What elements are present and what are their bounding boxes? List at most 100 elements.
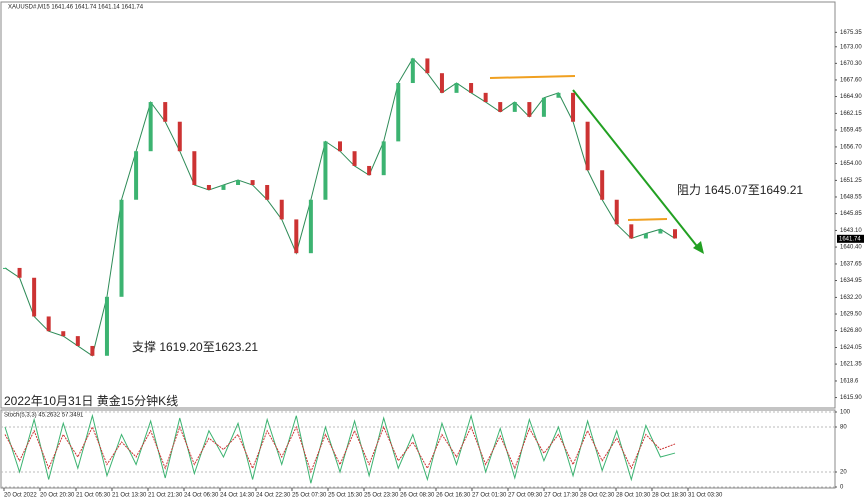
candle xyxy=(177,121,182,152)
annotation: 支撑 1619.20至1623.21 xyxy=(132,339,258,354)
candle xyxy=(381,141,386,176)
main-frame xyxy=(0,1,836,409)
candle xyxy=(439,73,444,93)
candle xyxy=(629,224,634,239)
y-tick-label: 1643.10 xyxy=(840,228,862,234)
candle xyxy=(483,92,488,103)
candle xyxy=(104,296,109,356)
candle xyxy=(221,184,226,190)
y-tick-label: 1621.35 xyxy=(840,362,862,368)
candle xyxy=(367,165,372,176)
y-tick-label: 1673.00 xyxy=(840,44,862,50)
candle xyxy=(61,331,66,337)
x-tick-label: 27 Oct 01:30 xyxy=(472,493,507,499)
candle xyxy=(265,184,270,200)
candle xyxy=(134,151,139,200)
candle xyxy=(410,58,415,84)
x-tick-label: 27 Oct 17:30 xyxy=(544,493,579,499)
candle xyxy=(352,151,357,166)
y-tick-label: 1645.85 xyxy=(840,211,862,217)
candle xyxy=(527,102,532,117)
y-tick-label: 1624.05 xyxy=(840,345,862,351)
y-tick-label: 1648.55 xyxy=(840,195,862,201)
candle xyxy=(673,229,677,239)
candle xyxy=(643,233,648,239)
y-tick-label: 1654.00 xyxy=(840,161,862,167)
x-tick-label: 26 Oct 16:30 xyxy=(436,493,471,499)
x-tick-label: 28 Oct 02:30 xyxy=(580,493,615,499)
x-tick-label: 27 Oct 09:30 xyxy=(508,493,543,499)
candle xyxy=(279,199,284,220)
y-tick-label: 1632.20 xyxy=(840,295,862,301)
candle xyxy=(469,83,474,93)
y-tick-label: 1634.95 xyxy=(840,278,862,284)
resistance-line xyxy=(489,75,576,79)
y-tick-label: 1615.90 xyxy=(840,395,862,401)
candle xyxy=(17,267,22,278)
y-tick-label: 1664.90 xyxy=(840,94,862,100)
candle xyxy=(614,199,619,225)
candle xyxy=(338,141,342,152)
y-tick-label: 1667.60 xyxy=(840,78,862,84)
x-tick-label: 20 Oct 2022 xyxy=(4,493,37,499)
candle xyxy=(323,141,328,200)
x-tick-label: 31 Oct 03:30 xyxy=(688,493,723,499)
candle xyxy=(3,267,7,269)
candle xyxy=(32,277,37,317)
price-tag xyxy=(837,234,864,243)
y-tick-label: 1659.45 xyxy=(840,128,862,134)
y-tick-label: 80 xyxy=(840,425,847,431)
candle xyxy=(308,199,313,254)
candle xyxy=(250,180,255,185)
x-tick-label: 21 Oct 05:30 xyxy=(76,493,111,499)
x-tick-label: 25 Oct 23:30 xyxy=(364,493,399,499)
candle xyxy=(75,336,80,346)
x-tick-label: 24 Oct 22:30 xyxy=(256,493,291,499)
y-tick-label: 1640.40 xyxy=(840,245,862,251)
candle xyxy=(512,102,517,112)
candle xyxy=(600,170,605,200)
x-tick-label: 21 Oct 21:30 xyxy=(148,493,183,499)
y-tick-label: 1618.6 xyxy=(840,379,859,385)
series-line xyxy=(4,425,676,474)
candle xyxy=(148,102,153,152)
series-line xyxy=(4,413,676,484)
y-tick-label: 20 xyxy=(840,470,847,476)
candle xyxy=(454,83,459,93)
chart-title: XAUUSD#,M15 1641.46 1641.74 1641.14 1641… xyxy=(8,5,144,11)
price-tag-label: 1641.74 xyxy=(839,236,861,242)
annotation: 2022年10月31日 黄金15分钟K线 xyxy=(4,393,178,408)
x-tick-label: 24 Oct 14:30 xyxy=(220,493,255,499)
x-tick-label: 26 Oct 08:30 xyxy=(400,493,435,499)
x-tick-label: 25 Oct 15:30 xyxy=(328,493,363,499)
annotation: 阻力 1645.07至1649.21 xyxy=(677,183,803,197)
candle xyxy=(294,219,299,254)
candle xyxy=(425,58,430,74)
candle xyxy=(46,316,51,332)
candle xyxy=(541,97,546,117)
resistance-line xyxy=(627,218,668,221)
x-tick-label: 28 Oct 18:30 xyxy=(652,493,687,499)
arrow-head xyxy=(693,241,704,254)
y-tick-label: 1656.70 xyxy=(840,144,862,150)
y-tick-label: 1662.15 xyxy=(840,111,862,117)
candle xyxy=(658,229,663,234)
candle xyxy=(206,184,211,190)
stoch-title: Stoch(5,3,3) 45.2632 57.3491 xyxy=(4,413,84,419)
y-tick-label: 1629.50 xyxy=(840,312,862,318)
candle xyxy=(585,121,590,171)
y-tick-label: 1626.80 xyxy=(840,328,862,334)
candle xyxy=(163,102,168,122)
candle xyxy=(119,199,124,297)
y-tick-label: 1675.35 xyxy=(840,30,862,36)
candle xyxy=(396,83,401,142)
candle xyxy=(90,345,95,356)
candle xyxy=(571,92,576,122)
x-tick-label: 28 Oct 10:30 xyxy=(616,493,651,499)
candle xyxy=(556,92,561,98)
candle xyxy=(498,102,503,112)
trend-arrow xyxy=(572,89,701,251)
candle xyxy=(236,180,241,185)
y-tick-label: 0 xyxy=(840,485,844,491)
